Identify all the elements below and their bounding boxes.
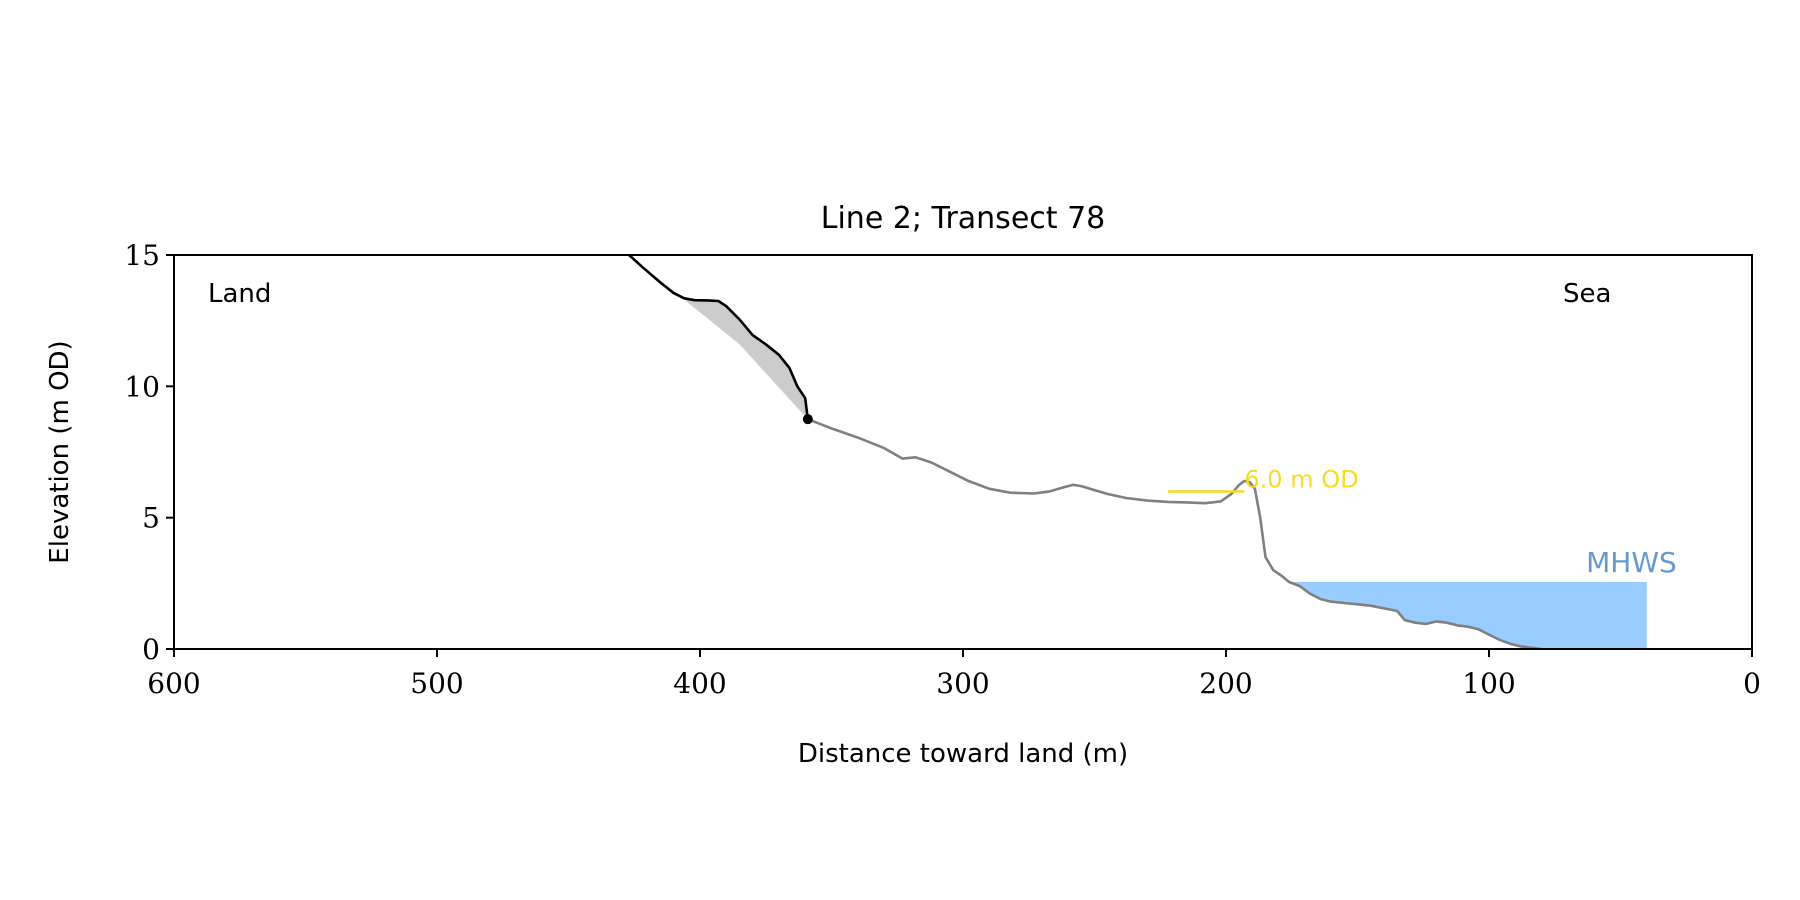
tick-layer: 600 500 400 300 200 100 0 0 5 10 15 bbox=[124, 239, 1761, 700]
y-axis-label: Elevation (m OD) bbox=[45, 340, 75, 563]
line-layer bbox=[628, 254, 1542, 651]
cliff-toe-marker bbox=[802, 414, 813, 425]
x-tick-label: 200 bbox=[1199, 667, 1252, 700]
land-label: Land bbox=[208, 279, 271, 309]
profile-line bbox=[807, 417, 1542, 651]
mhws-water-fill bbox=[1226, 582, 1647, 649]
y-tick-label: 15 bbox=[124, 239, 160, 272]
sea-label: Sea bbox=[1563, 279, 1611, 309]
x-tick-label: 400 bbox=[673, 667, 726, 700]
contour-label: 6.0 m OD bbox=[1244, 465, 1358, 493]
x-axis-label: Distance toward land (m) bbox=[798, 739, 1128, 769]
y-tick-label: 0 bbox=[142, 633, 160, 666]
fill-layer bbox=[629, 255, 1647, 649]
x-tick-label: 100 bbox=[1462, 667, 1515, 700]
x-tick-label: 600 bbox=[147, 667, 200, 700]
x-tick-label: 500 bbox=[410, 667, 463, 700]
y-tick-label: 10 bbox=[124, 370, 160, 403]
mhws-label: MHWS bbox=[1586, 546, 1677, 579]
x-tick-label: 300 bbox=[936, 667, 989, 700]
y-tick-label: 5 bbox=[142, 502, 160, 535]
chart-title: Line 2; Transect 78 bbox=[821, 201, 1106, 236]
cliff-line bbox=[628, 254, 810, 420]
x-tick-label: 0 bbox=[1743, 667, 1761, 700]
